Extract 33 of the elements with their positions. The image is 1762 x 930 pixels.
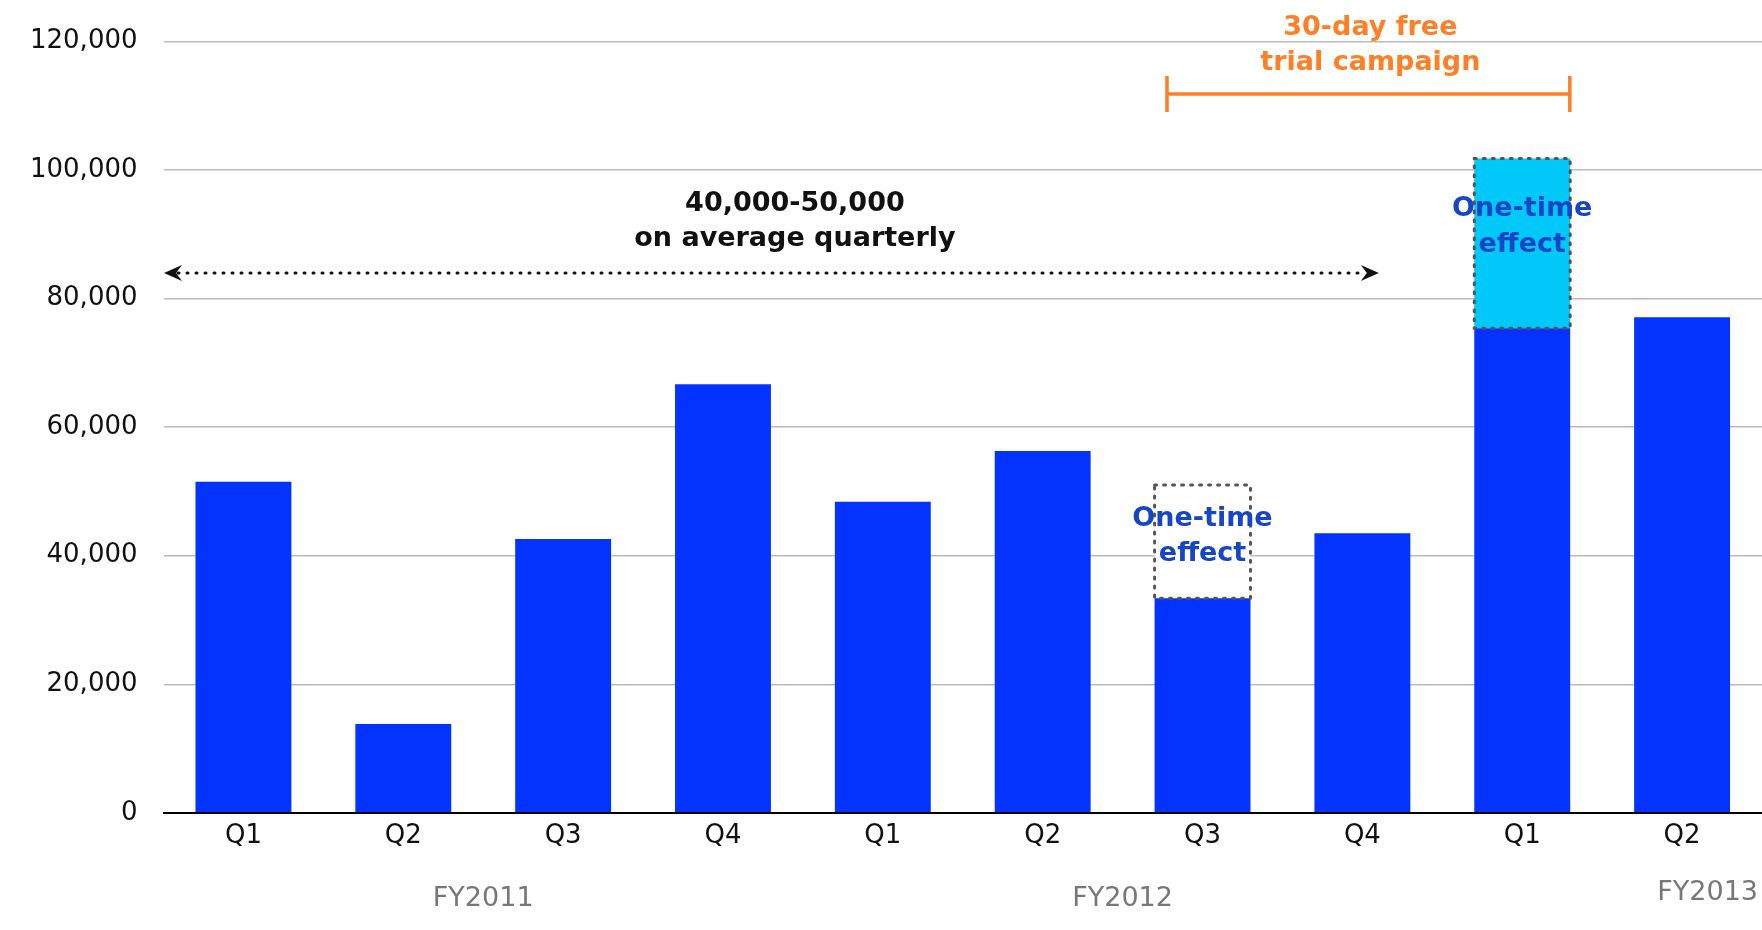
x-tick-label: Q1 xyxy=(1503,819,1541,850)
text: FY2011 xyxy=(432,880,534,912)
annotation: 30-day free trial campaign xyxy=(1260,9,1481,76)
annotation: 40,000-50,000 on average quarterly xyxy=(634,185,956,252)
x-tick-label: Q2 xyxy=(1663,819,1701,850)
bar xyxy=(1314,533,1411,813)
bar xyxy=(1154,598,1251,813)
y-tick-label: 120,000 xyxy=(29,24,138,55)
bar xyxy=(675,384,771,813)
x-tick-label: Q1 xyxy=(864,819,902,850)
x-tick-label: Q2 xyxy=(384,819,422,850)
y-tick-label: 20,000 xyxy=(46,667,138,698)
y-tick-label: 40,000 xyxy=(46,538,138,569)
x-tick-label: Q3 xyxy=(544,819,582,850)
bar xyxy=(515,539,612,813)
bar xyxy=(834,501,931,813)
bar xyxy=(994,450,1091,813)
bar xyxy=(355,724,452,813)
bar xyxy=(195,481,292,813)
bar xyxy=(1474,328,1571,813)
x-tick-label: Q2 xyxy=(1024,819,1062,850)
annotation: One-time effect xyxy=(1132,500,1273,568)
text: FY2013 xyxy=(1657,874,1758,906)
y-tick-label: 0 xyxy=(120,795,138,826)
x-tick-label: Q4 xyxy=(704,819,742,850)
y-tick-label: 80,000 xyxy=(46,281,138,312)
x-tick-label: Q4 xyxy=(1343,819,1381,850)
text: FY2012 xyxy=(1072,880,1173,912)
x-tick-label: Q1 xyxy=(224,819,262,850)
bar xyxy=(1634,317,1731,813)
y-tick-label: 100,000 xyxy=(29,152,138,183)
x-tick-label: Q3 xyxy=(1184,819,1222,850)
y-tick-label: 60,000 xyxy=(46,409,138,440)
